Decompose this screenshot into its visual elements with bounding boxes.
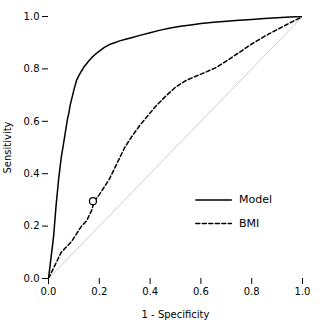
svg-text:Model: Model xyxy=(239,193,272,206)
svg-text:0.2: 0.2 xyxy=(24,220,40,231)
svg-text:0.4: 0.4 xyxy=(24,168,40,179)
svg-text:0.0: 0.0 xyxy=(24,273,40,284)
svg-text:BMI: BMI xyxy=(239,217,259,230)
svg-text:1.0: 1.0 xyxy=(295,286,311,297)
svg-text:1 - Specificity: 1 - Specificity xyxy=(142,309,210,320)
svg-text:Sensitivity: Sensitivity xyxy=(2,121,13,173)
svg-text:0.0: 0.0 xyxy=(41,286,57,297)
svg-text:0.2: 0.2 xyxy=(91,286,107,297)
svg-text:1.0: 1.0 xyxy=(24,11,40,22)
svg-text:0.8: 0.8 xyxy=(244,286,260,297)
svg-text:0.8: 0.8 xyxy=(24,63,40,74)
svg-text:0.6: 0.6 xyxy=(24,116,40,127)
svg-text:0.6: 0.6 xyxy=(193,286,209,297)
svg-text:0.4: 0.4 xyxy=(142,286,158,297)
